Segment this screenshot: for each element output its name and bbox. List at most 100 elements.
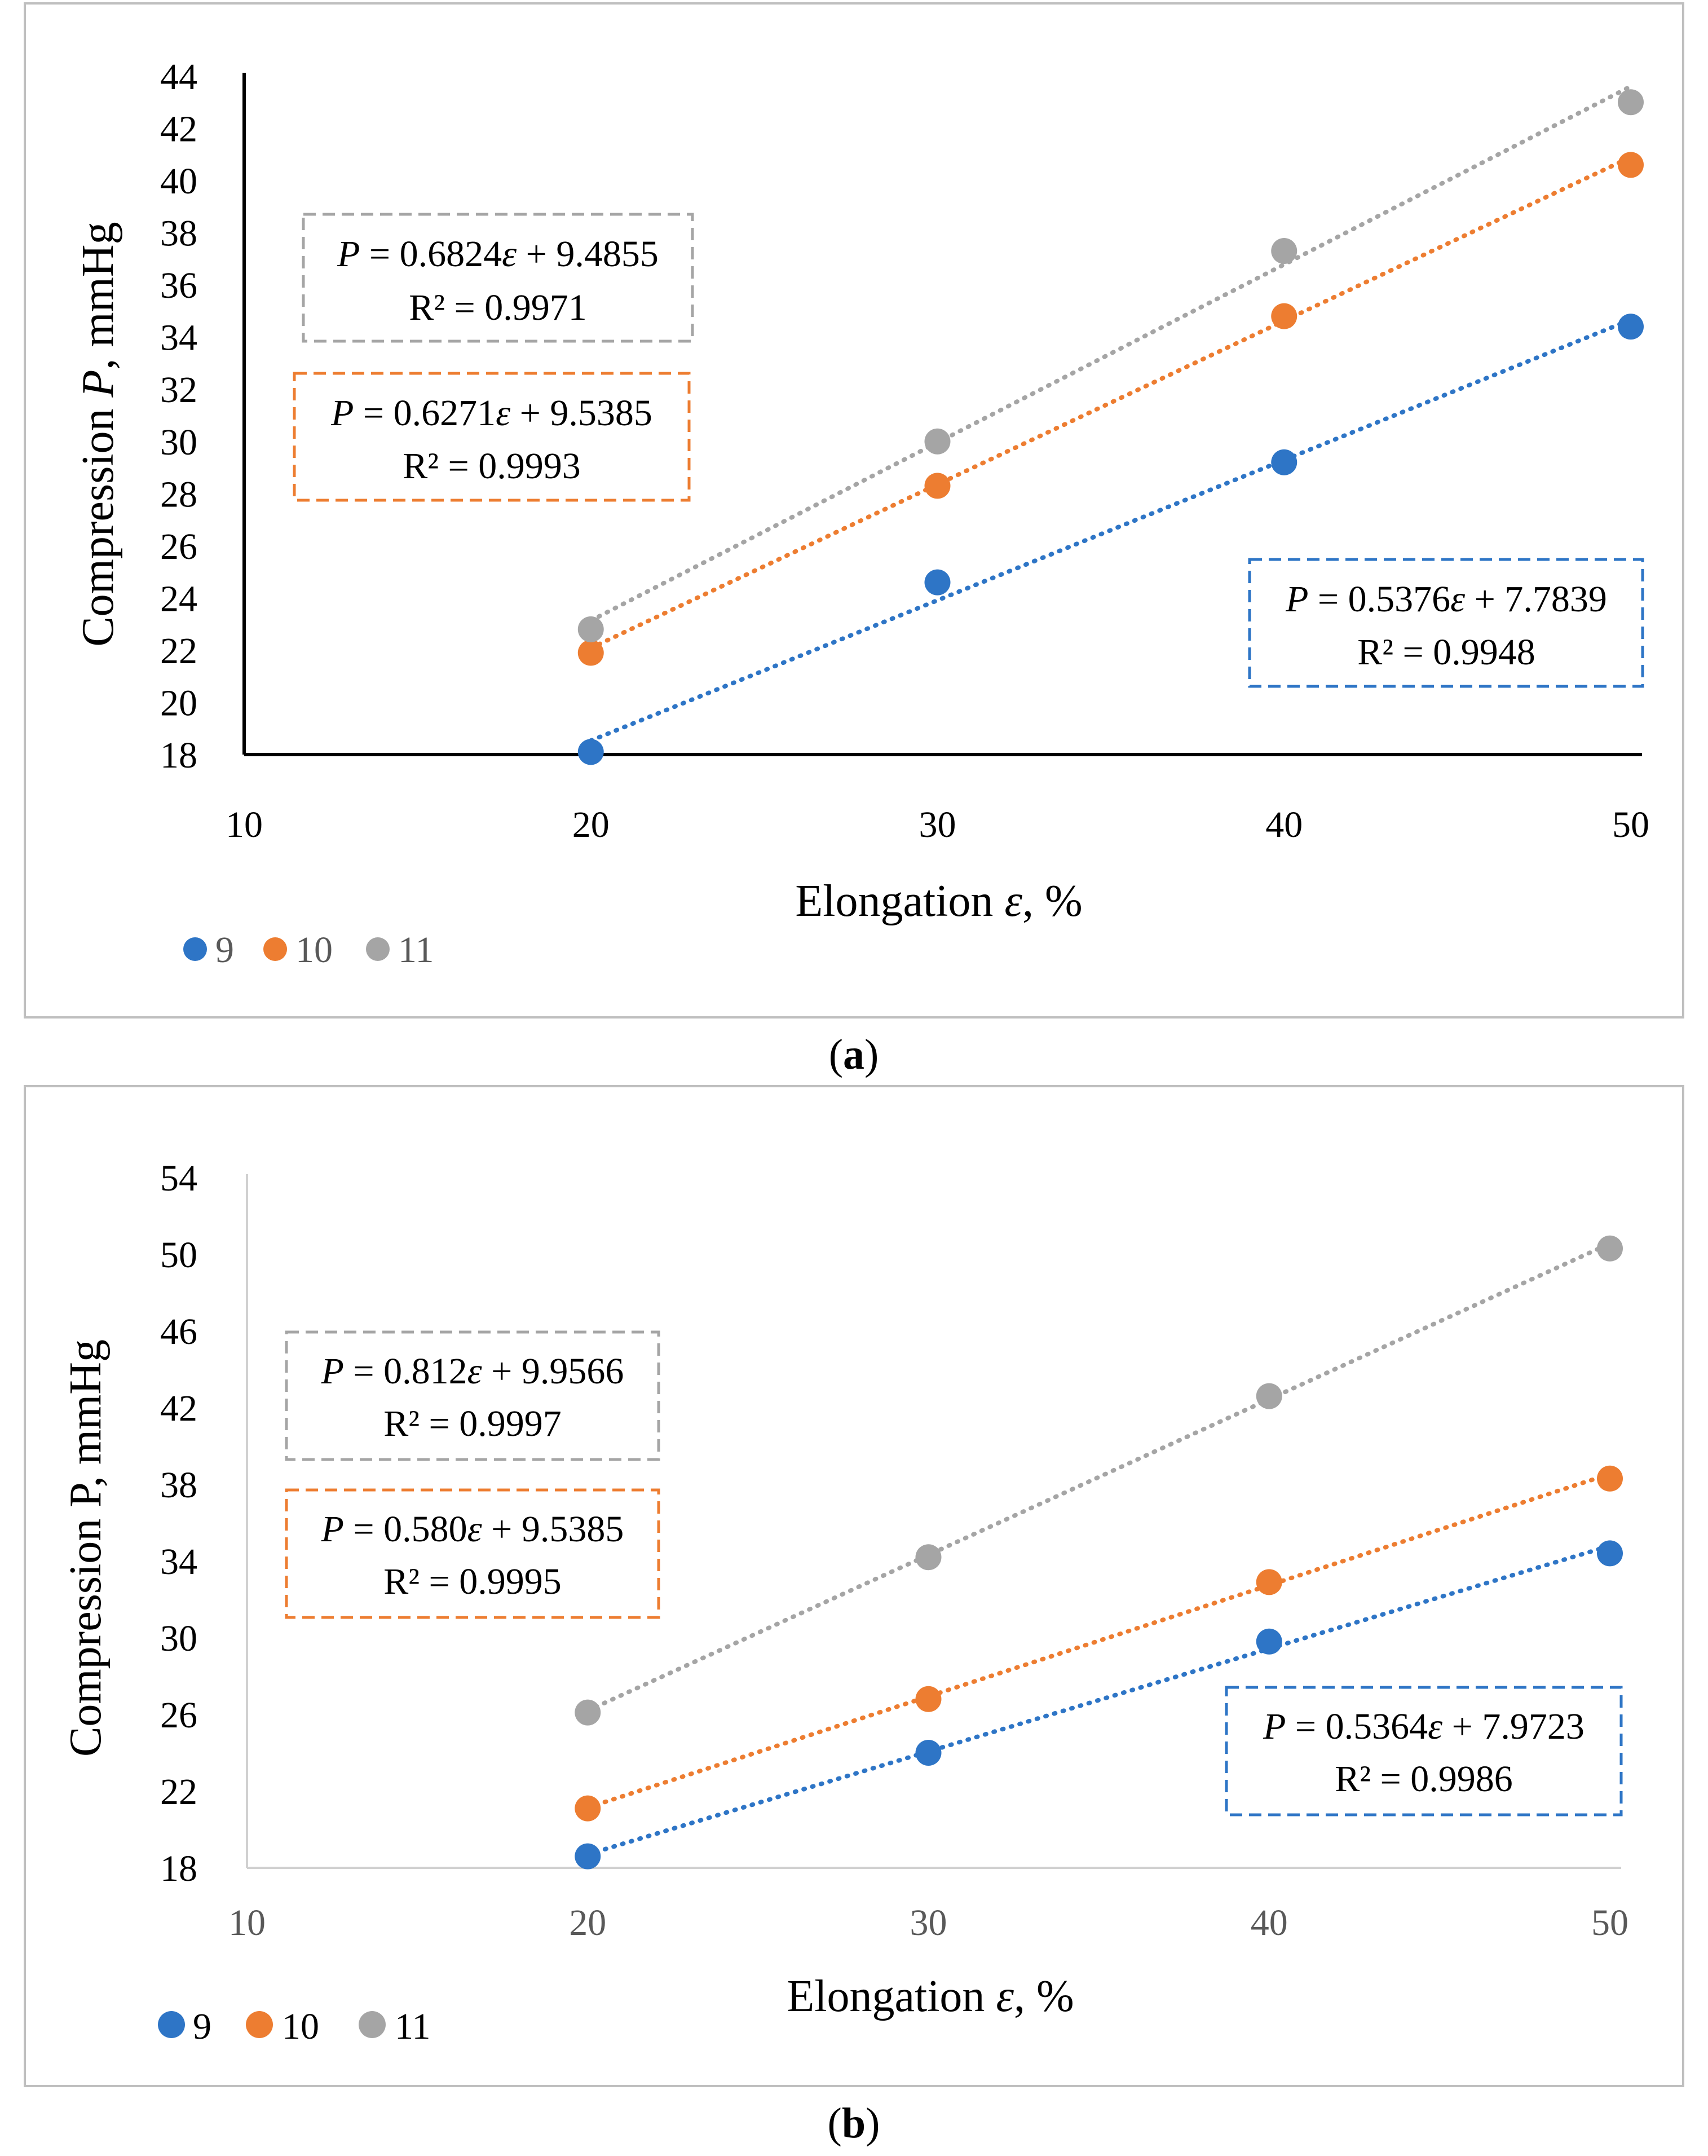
panel-a-y-tick-label: 40 <box>160 161 197 202</box>
panel-a-r2-10: R² = 0.9993 <box>403 446 581 487</box>
panel-b-trendline-series-9 <box>585 1544 1612 1857</box>
panel-b-y-tick-label: 46 <box>160 1311 197 1352</box>
panel-a-equation-frame-10 <box>293 372 691 502</box>
panel-a-x-tick-label: 20 <box>572 804 610 845</box>
panel-a-data-point-series-9 <box>1618 314 1644 340</box>
panel-a-frame <box>24 2 1684 1019</box>
panel-a-r2-11: R² = 0.9971 <box>409 287 587 328</box>
panel-b-legend-marker-9 <box>158 2011 185 2038</box>
panel-a-data-point-series-9 <box>1271 449 1297 475</box>
panel-b-data-point-series-9 <box>1597 1540 1623 1567</box>
panel-a-data-point-series-9 <box>577 739 604 765</box>
panel-b-x-tick-label: 40 <box>1251 1902 1288 1943</box>
panel-b-data-point-series-11 <box>915 1544 942 1571</box>
panel-a-data-point-series-11 <box>1271 238 1297 264</box>
panel-a-legend: 9 10 11 <box>183 929 434 971</box>
panel-a-y-tick-label: 20 <box>160 682 197 724</box>
panel-a-equation-frame-11 <box>302 213 694 343</box>
panel-a-y-tick-label: 44 <box>160 56 197 98</box>
panel-a-y-tick-label: 24 <box>160 578 197 619</box>
panel-a-x-axis-title: Elongation ε, % <box>795 876 1082 926</box>
panel-b-data-point-series-10 <box>1597 1465 1623 1492</box>
panel-b: 18 22 26 30 34 38 42 46 50 54 10 20 30 40 50 Compressi… <box>24 1085 1684 2147</box>
panel-a-equation-11: P = 0.6824ε + 9.4855 <box>337 233 659 275</box>
panel-a-data-point-series-11 <box>924 428 951 455</box>
panel-b-x-axis-title: Elongation ε, % <box>787 1972 1074 2021</box>
panel-b-equation-box-10: P = 0.580ε + 9.5385 R² = 0.9995 <box>285 1488 660 1619</box>
panel-a-legend-label-10: 10 <box>295 929 333 971</box>
panel-a-legend-label-11: 11 <box>398 929 434 971</box>
panel-a-r2-9: R² = 0.9948 <box>1357 632 1535 673</box>
panel-a-y-tick-label: 26 <box>160 526 197 567</box>
panel-b-y-tick-label: 22 <box>160 1771 197 1813</box>
panel-b-data-point-series-9 <box>915 1740 942 1766</box>
panel-b-y-tick-label: 30 <box>160 1618 197 1659</box>
panel-a-trendline-series-11 <box>588 84 1633 623</box>
panel-a-y-axis-title: Compression P, mmHg <box>73 222 123 646</box>
panel-a-y-tick-label: 42 <box>160 109 197 150</box>
panel-b-data-point-series-11 <box>575 1699 601 1726</box>
panel-b-data-point-series-10 <box>1256 1569 1282 1595</box>
panel-a-data-point-series-10 <box>1618 152 1644 178</box>
panel-a-y-tick-label: 36 <box>160 265 197 306</box>
panel-a-data-point-series-10 <box>924 473 951 499</box>
panel-b-equation-9: P = 0.5364ε + 7.9723 <box>1263 1706 1585 1747</box>
panel-b-y-tick-label: 34 <box>160 1541 197 1582</box>
panel-b-y-tick-label: 26 <box>160 1695 197 1736</box>
panel-b-data-point-series-11 <box>1597 1235 1623 1262</box>
panel-b-data-point-series-11 <box>1256 1383 1282 1409</box>
panel-b-legend-label-9: 9 <box>193 2006 211 2047</box>
panel-b-y-tick-label: 50 <box>160 1234 197 1276</box>
panel-a-x-tick-label: 10 <box>226 804 263 845</box>
panel-a-y-tick-label: 38 <box>160 213 197 254</box>
panel-b-data-point-series-9 <box>1256 1628 1282 1655</box>
panel-a-x-tick-label: 30 <box>919 804 956 845</box>
panel-b-r2-9: R² = 0.9986 <box>1335 1758 1513 1800</box>
panel-a-equation-frame-9 <box>1248 558 1644 688</box>
panel-a-y-tick-label: 30 <box>160 422 197 463</box>
panel-b-x-tick-label: 20 <box>569 1902 606 1943</box>
panel-b-legend-marker-10 <box>246 2011 273 2038</box>
panel-b-trendline-series-11 <box>585 1241 1612 1713</box>
panel-a-data-point-series-10 <box>577 640 604 666</box>
panel-a-y-tick-label: 28 <box>160 474 197 515</box>
panel-a-y-tick-label: 32 <box>160 369 197 411</box>
panel-a-plot: 18 20 22 24 26 28 30 32 34 36 38 40 42 44 10 20 30 40 50 <box>160 56 1649 845</box>
panel-b-data-point-series-10 <box>575 1795 601 1822</box>
panel-a-legend-marker-9 <box>183 937 207 961</box>
panel-a-equation-box-11: P = 0.6824ε + 9.4855 R² = 0.9971 <box>302 213 694 343</box>
panel-b-equation-10: P = 0.580ε + 9.5385 <box>321 1509 624 1550</box>
panel-a-caption: (a) <box>829 1031 879 1078</box>
panel-b-frame <box>24 1085 1684 2087</box>
panel-b-data-point-series-10 <box>915 1686 942 1712</box>
panel-b-legend-label-10: 10 <box>282 2006 319 2047</box>
panel-b-legend-marker-11 <box>359 2011 386 2038</box>
panel-b-x-tick-label: 50 <box>1591 1902 1628 1943</box>
panel-a-data-point-series-11 <box>577 616 604 642</box>
panel-b-equation-frame-9 <box>1225 1686 1623 1816</box>
panel-a-data-point-series-11 <box>1618 89 1644 116</box>
panel-a-trendline-series-9 <box>588 317 1633 743</box>
panel-a-y-tick-label: 34 <box>160 318 197 359</box>
panel-b-y-tick-label: 42 <box>160 1388 197 1429</box>
panel-a-trendline-series-10 <box>588 155 1633 651</box>
panel-a-data-point-series-10 <box>1271 303 1297 329</box>
panel-a-legend-marker-10 <box>263 937 287 961</box>
panel-b-equation-box-11: P = 0.812ε + 9.9566 R² = 0.9997 <box>285 1330 660 1461</box>
panel-a-equation-9: P = 0.5376ε + 7.7839 <box>1285 579 1607 620</box>
panel-b-y-tick-label: 18 <box>160 1848 197 1889</box>
panel-a-x-tick-label: 50 <box>1612 804 1649 845</box>
panel-b-trendline-series-10 <box>585 1471 1612 1810</box>
panel-a-data-point-series-9 <box>924 569 951 596</box>
panel-b-legend-label-11: 11 <box>395 2006 431 2047</box>
panel-b-equation-box-9: P = 0.5364ε + 7.9723 R² = 0.9986 <box>1225 1686 1623 1816</box>
panel-b-y-axis-title: Compression P, mmHg <box>61 1339 111 1757</box>
panel-a-equation-10: P = 0.6271ε + 9.5385 <box>330 393 652 434</box>
panel-b-plot: 18 22 26 30 34 38 42 46 50 54 10 20 30 40 50 <box>160 1158 1628 1943</box>
panel-b-legend: 9 10 11 <box>158 2006 431 2047</box>
panel-a-equation-box-9: P = 0.5376ε + 7.7839 R² = 0.9948 <box>1248 558 1644 688</box>
panel-b-caption: (b) <box>828 2100 880 2147</box>
panel-b-x-tick-label: 30 <box>910 1902 947 1943</box>
panel-b-equation-11: P = 0.812ε + 9.9566 <box>321 1351 624 1392</box>
